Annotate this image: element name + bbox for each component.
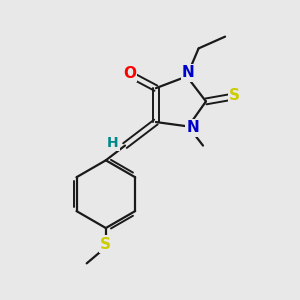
Text: S: S [229,88,240,103]
Text: N: N [186,120,199,135]
Text: S: S [100,237,111,252]
Text: N: N [182,65,195,80]
Text: H: H [107,136,118,150]
Text: O: O [123,66,136,81]
